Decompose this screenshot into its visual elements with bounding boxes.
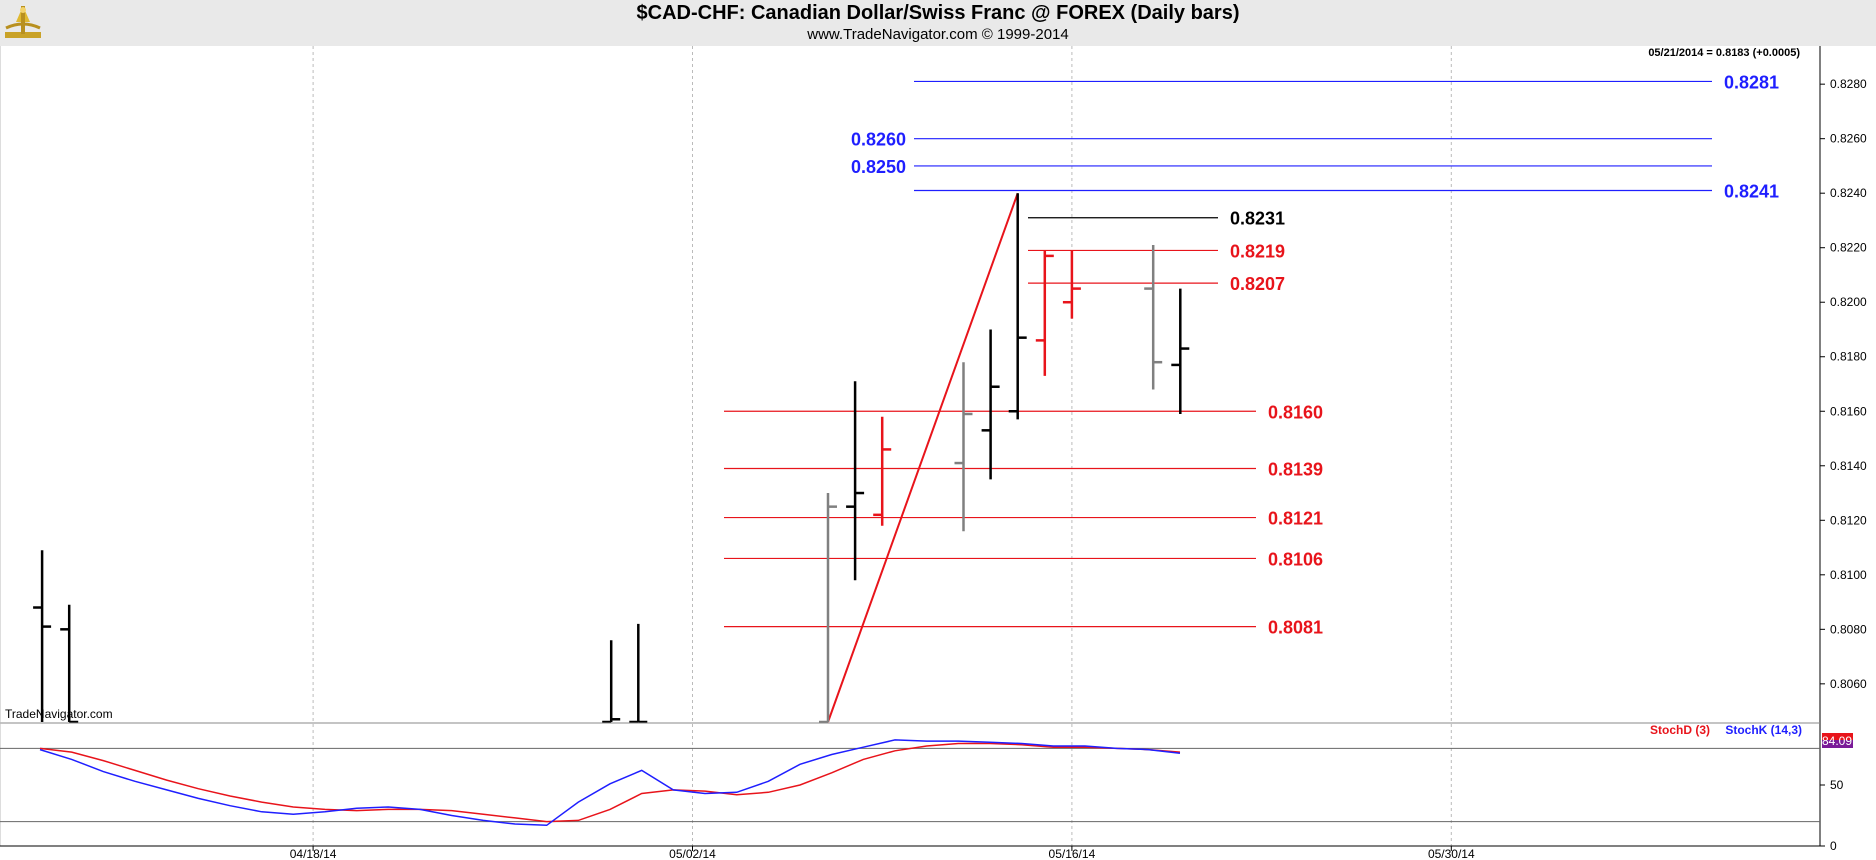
stoch-tick-label: 0 bbox=[1830, 839, 1837, 853]
price-tick-label: 0.8260 bbox=[1830, 132, 1867, 146]
price-bars bbox=[33, 193, 1190, 724]
ohlc-bar bbox=[60, 604, 79, 724]
level-label: 0.8231 bbox=[1230, 209, 1285, 229]
level-label: 0.8139 bbox=[1268, 460, 1323, 480]
legend-stoch-k: StochK (14,3) bbox=[1725, 723, 1802, 737]
price-tick-label: 0.8200 bbox=[1830, 295, 1867, 309]
watermark: TradeNavigator.com bbox=[5, 707, 113, 721]
price-tick-label: 0.8060 bbox=[1830, 677, 1867, 691]
trendline bbox=[827, 192, 1019, 723]
ohlc-bar bbox=[1008, 193, 1027, 420]
price-grid bbox=[312, 46, 1452, 846]
date-axis: 04/18/14 05/02/14 05/16/14 05/30/14 bbox=[0, 845, 1820, 860]
ohlc-bar bbox=[819, 493, 837, 724]
price-tick-label: 0.8160 bbox=[1830, 404, 1867, 418]
stoch-last-value: 84.09 bbox=[1822, 734, 1852, 748]
stoch-k-line bbox=[39, 739, 1181, 827]
trendline-layer bbox=[827, 192, 1019, 723]
ohlc-bar bbox=[602, 640, 621, 724]
price-tick-label: 0.8220 bbox=[1830, 241, 1867, 255]
date-tick-label: 05/30/14 bbox=[1428, 847, 1475, 860]
level-label: 0.8081 bbox=[1268, 618, 1323, 638]
ohlc-bar bbox=[873, 416, 892, 526]
date-tick-label: 05/16/14 bbox=[1049, 847, 1096, 860]
trade-navigator-logo-icon bbox=[5, 6, 41, 38]
ohlc-bar bbox=[33, 550, 52, 722]
stoch-tick-label: 50 bbox=[1830, 778, 1844, 792]
ohlc-bar bbox=[1171, 288, 1190, 414]
stoch-d-line bbox=[39, 742, 1181, 823]
price-tick-label: 0.8180 bbox=[1830, 350, 1867, 364]
price-tick-label: 0.8120 bbox=[1830, 513, 1867, 527]
level-label: 0.8121 bbox=[1268, 509, 1323, 529]
level-label: 0.8241 bbox=[1724, 181, 1779, 201]
stochastic-panel: 0 50 StochD (3) StochK (14,3) 84.09 bbox=[0, 723, 1853, 853]
stochastic-lines bbox=[39, 739, 1181, 827]
level-label: 0.8281 bbox=[1724, 72, 1779, 92]
level-label: 0.8207 bbox=[1230, 274, 1285, 294]
price-tick-label: 0.8100 bbox=[1830, 568, 1867, 582]
price-levels: 0.8281 0.8260 0.8250 0.8241 0.8231 0.8219 0.82… bbox=[724, 72, 1779, 638]
price-tick-label: 0.8240 bbox=[1830, 186, 1867, 200]
legend-stoch-d: StochD (3) bbox=[1650, 723, 1710, 737]
ohlc-bar bbox=[1062, 250, 1081, 319]
ohlc-bar bbox=[954, 362, 973, 532]
price-axis: 0.8060 0.8080 0.8100 0.8120 0.8140 0.8160 0.81… bbox=[0, 46, 1867, 846]
level-label: 0.8160 bbox=[1268, 402, 1323, 422]
ohlc-bar bbox=[1144, 244, 1163, 390]
ohlc-bar bbox=[846, 381, 865, 581]
level-label: 0.8219 bbox=[1230, 241, 1285, 261]
date-tick-label: 05/02/14 bbox=[669, 847, 716, 860]
chart-subtitle: www.TradeNavigator.com © 1999-2014 bbox=[807, 26, 1069, 43]
chart-header bbox=[0, 0, 1876, 46]
level-label: 0.8106 bbox=[1268, 549, 1323, 569]
ohlc-bar bbox=[981, 329, 1000, 480]
ohlc-bar bbox=[1035, 250, 1054, 376]
stochastic-grid bbox=[0, 747, 1820, 823]
chart-title: $CAD-CHF: Canadian Dollar/Swiss Franc @ … bbox=[636, 2, 1240, 24]
price-tick-label: 0.8080 bbox=[1830, 622, 1867, 636]
level-label: 0.8260 bbox=[851, 130, 906, 150]
price-tick-label: 0.8280 bbox=[1830, 77, 1867, 91]
ohlc-bar bbox=[629, 623, 648, 724]
stochastic-axis: 0 50 bbox=[1820, 778, 1844, 853]
price-panel: 0.8281 0.8260 0.8250 0.8241 0.8231 0.8219 0.82… bbox=[0, 46, 1867, 846]
level-label: 0.8250 bbox=[851, 157, 906, 177]
stoch-last-value-badge-k bbox=[1822, 740, 1853, 748]
date-tick-label: 04/18/14 bbox=[290, 847, 337, 860]
price-readout: 05/21/2014 = 0.8183 (+0.0005) bbox=[1648, 47, 1800, 59]
price-tick-label: 0.8140 bbox=[1830, 459, 1867, 473]
